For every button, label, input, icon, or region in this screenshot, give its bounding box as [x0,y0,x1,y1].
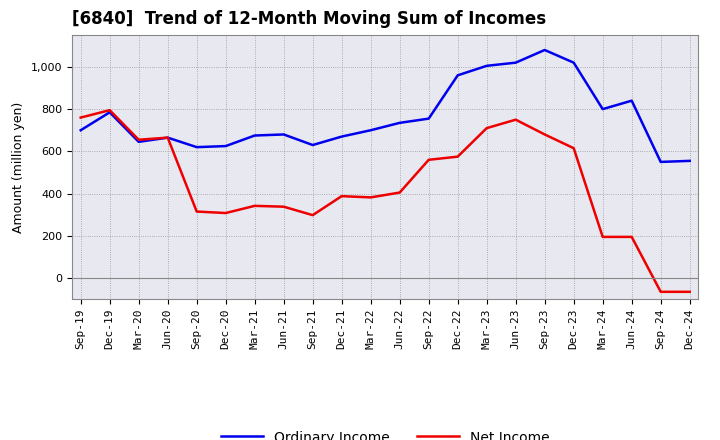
Net Income [192,209,201,214]
Ordinary Income [308,143,317,148]
Net Income [105,107,114,113]
Net Income [366,195,375,200]
Ordinary Income [395,120,404,125]
Ordinary Income [251,133,259,138]
Ordinary Income [570,60,578,65]
Ordinary Income [279,132,288,137]
Net Income [541,132,549,137]
Net Income [395,190,404,195]
Net Income [308,213,317,218]
Ordinary Income [454,73,462,78]
Ordinary Income [366,128,375,133]
Ordinary Income [338,134,346,139]
Ordinary Income [163,135,172,140]
Net Income [279,204,288,209]
Ordinary Income [598,106,607,112]
Ordinary Income [424,116,433,121]
Net Income [338,194,346,199]
Ordinary Income [221,143,230,149]
Net Income [454,154,462,159]
Ordinary Income [105,110,114,115]
Legend: Ordinary Income, Net Income: Ordinary Income, Net Income [215,425,555,440]
Net Income [627,234,636,239]
Net Income [482,125,491,131]
Net Income [135,137,143,143]
Ordinary Income [541,48,549,53]
Ordinary Income [482,63,491,69]
Net Income [657,289,665,294]
Net Income [251,203,259,209]
Line: Ordinary Income: Ordinary Income [81,50,690,162]
Net Income [685,289,694,294]
Ordinary Income [685,158,694,164]
Line: Net Income: Net Income [81,110,690,292]
Net Income [76,115,85,120]
Ordinary Income [192,144,201,150]
Ordinary Income [657,159,665,165]
Ordinary Income [76,128,85,133]
Ordinary Income [511,60,520,65]
Net Income [570,146,578,151]
Net Income [163,135,172,140]
Y-axis label: Amount (million yen): Amount (million yen) [12,102,25,233]
Net Income [424,157,433,162]
Net Income [598,234,607,239]
Ordinary Income [135,139,143,144]
Text: [6840]  Trend of 12-Month Moving Sum of Incomes: [6840] Trend of 12-Month Moving Sum of I… [72,10,546,28]
Ordinary Income [627,98,636,103]
Net Income [511,117,520,122]
Net Income [221,210,230,216]
